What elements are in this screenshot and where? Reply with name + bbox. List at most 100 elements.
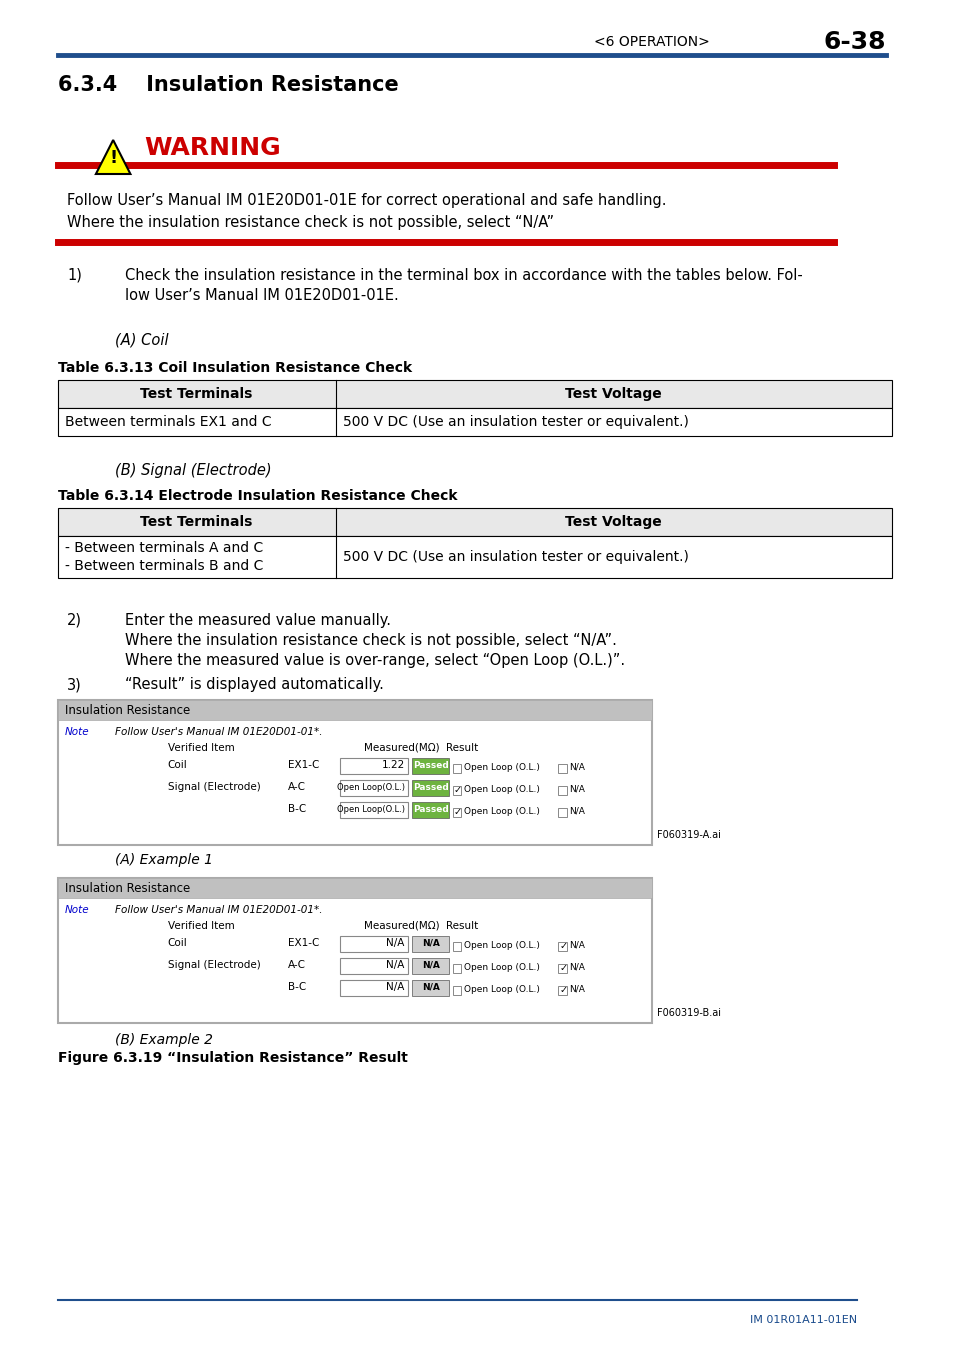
Bar xyxy=(57,878,652,1023)
Text: N/A: N/A xyxy=(569,963,585,972)
Bar xyxy=(452,986,461,995)
Text: !: ! xyxy=(109,148,117,167)
Text: N/A: N/A xyxy=(569,941,585,949)
Text: (B) Signal (Electrode): (B) Signal (Electrode) xyxy=(115,463,272,478)
Text: - Between terminals B and C: - Between terminals B and C xyxy=(65,559,263,572)
Bar xyxy=(452,809,461,817)
Bar xyxy=(558,809,566,817)
Text: Follow User's Manual IM 01E20D01-01*.: Follow User's Manual IM 01E20D01-01*. xyxy=(115,728,322,737)
Bar xyxy=(340,958,407,973)
Text: Open Loop(O.L.): Open Loop(O.L.) xyxy=(336,805,404,814)
Text: 500 V DC (Use an insulation tester or equivalent.): 500 V DC (Use an insulation tester or eq… xyxy=(343,414,688,429)
Bar xyxy=(452,942,461,950)
Text: 1.22: 1.22 xyxy=(381,760,404,770)
Text: Signal (Electrode): Signal (Electrode) xyxy=(168,960,260,971)
Text: Passed: Passed xyxy=(413,760,448,770)
Text: Test Terminals: Test Terminals xyxy=(140,514,253,529)
Text: Coil: Coil xyxy=(168,760,188,770)
Text: Result: Result xyxy=(445,921,477,931)
Text: F060319-B.ai: F060319-B.ai xyxy=(657,1008,720,1018)
Bar xyxy=(558,764,566,774)
Text: 2): 2) xyxy=(67,613,82,628)
Text: Note: Note xyxy=(65,728,90,737)
Bar xyxy=(57,536,891,578)
Text: Check the insulation resistance in the terminal box in accordance with the table: Check the insulation resistance in the t… xyxy=(125,267,801,282)
Text: Test Voltage: Test Voltage xyxy=(565,514,661,529)
Text: Coil: Coil xyxy=(168,938,188,948)
Text: Between terminals EX1 and C: Between terminals EX1 and C xyxy=(65,414,272,429)
Text: - Between terminals A and C: - Between terminals A and C xyxy=(65,541,263,555)
Bar xyxy=(57,701,652,845)
Text: Where the insulation resistance check is not possible, select “N/A”.: Where the insulation resistance check is… xyxy=(125,633,616,648)
Text: ✓: ✓ xyxy=(558,941,567,950)
Text: “Result” is displayed automatically.: “Result” is displayed automatically. xyxy=(125,678,383,693)
Text: low User’s Manual IM 01E20D01-01E.: low User’s Manual IM 01E20D01-01E. xyxy=(125,288,398,302)
Text: EX1-C: EX1-C xyxy=(288,760,318,770)
Text: 500 V DC (Use an insulation tester or equivalent.): 500 V DC (Use an insulation tester or eq… xyxy=(343,549,688,564)
Text: 1): 1) xyxy=(67,267,82,282)
Text: Open Loop (O.L.): Open Loop (O.L.) xyxy=(464,806,539,815)
Bar xyxy=(340,757,407,774)
Text: Insulation Resistance: Insulation Resistance xyxy=(65,703,191,717)
Text: N/A: N/A xyxy=(569,784,585,794)
Text: B-C: B-C xyxy=(288,805,306,814)
Bar xyxy=(57,508,891,536)
Text: Open Loop (O.L.): Open Loop (O.L.) xyxy=(464,941,539,949)
Bar xyxy=(412,980,448,996)
Bar xyxy=(412,936,448,952)
Text: A-C: A-C xyxy=(288,960,305,971)
Bar xyxy=(340,780,407,796)
Text: Verified Item: Verified Item xyxy=(168,743,234,753)
Bar xyxy=(558,942,566,950)
Text: B-C: B-C xyxy=(288,981,306,992)
Text: WARNING: WARNING xyxy=(144,136,280,161)
Text: Note: Note xyxy=(65,904,90,915)
Text: ✓: ✓ xyxy=(453,784,461,795)
Text: 6.3.4    Insulation Resistance: 6.3.4 Insulation Resistance xyxy=(57,76,397,95)
Text: ✓: ✓ xyxy=(453,807,461,817)
Text: Open Loop (O.L.): Open Loop (O.L.) xyxy=(464,763,539,771)
Bar xyxy=(558,986,566,995)
Text: Figure 6.3.19 “Insulation Resistance” Result: Figure 6.3.19 “Insulation Resistance” Re… xyxy=(57,1052,407,1065)
Bar xyxy=(57,701,652,720)
Bar xyxy=(340,802,407,818)
Bar xyxy=(57,408,891,436)
Text: A-C: A-C xyxy=(288,782,305,792)
Text: Open Loop(O.L.): Open Loop(O.L.) xyxy=(336,783,404,791)
Text: Enter the measured value manually.: Enter the measured value manually. xyxy=(125,613,391,628)
Bar xyxy=(452,964,461,973)
Bar xyxy=(412,780,448,796)
Bar xyxy=(412,958,448,973)
Text: Measured(MΩ): Measured(MΩ) xyxy=(364,743,439,753)
Text: ✓: ✓ xyxy=(558,986,567,995)
Bar xyxy=(452,764,461,774)
Text: F060319-A.ai: F060319-A.ai xyxy=(657,830,720,840)
Text: N/A: N/A xyxy=(421,983,439,991)
Text: Test Voltage: Test Voltage xyxy=(565,387,661,401)
Text: Where the insulation resistance check is not possible, select “N/A”: Where the insulation resistance check is… xyxy=(67,215,554,230)
Text: Table 6.3.13 Coil Insulation Resistance Check: Table 6.3.13 Coil Insulation Resistance … xyxy=(57,360,412,375)
Text: N/A: N/A xyxy=(386,960,404,971)
Bar xyxy=(412,757,448,774)
Bar xyxy=(412,802,448,818)
Text: Passed: Passed xyxy=(413,805,448,814)
Bar xyxy=(57,379,891,408)
Text: (A) Example 1: (A) Example 1 xyxy=(115,853,213,867)
Bar xyxy=(452,786,461,795)
Text: Test Terminals: Test Terminals xyxy=(140,387,253,401)
Bar xyxy=(340,936,407,952)
Text: EX1-C: EX1-C xyxy=(288,938,318,948)
Text: Open Loop (O.L.): Open Loop (O.L.) xyxy=(464,784,539,794)
Text: N/A: N/A xyxy=(386,938,404,948)
Text: N/A: N/A xyxy=(421,938,439,948)
Text: N/A: N/A xyxy=(386,981,404,992)
Polygon shape xyxy=(96,140,131,174)
Text: Table 6.3.14 Electrode Insulation Resistance Check: Table 6.3.14 Electrode Insulation Resist… xyxy=(57,489,456,504)
Text: N/A: N/A xyxy=(569,984,585,994)
Text: Verified Item: Verified Item xyxy=(168,921,234,931)
Text: Follow User's Manual IM 01E20D01-01*.: Follow User's Manual IM 01E20D01-01*. xyxy=(115,904,322,915)
Text: N/A: N/A xyxy=(421,960,439,969)
Text: Result: Result xyxy=(445,743,477,753)
Text: Open Loop (O.L.): Open Loop (O.L.) xyxy=(464,963,539,972)
Text: N/A: N/A xyxy=(569,806,585,815)
